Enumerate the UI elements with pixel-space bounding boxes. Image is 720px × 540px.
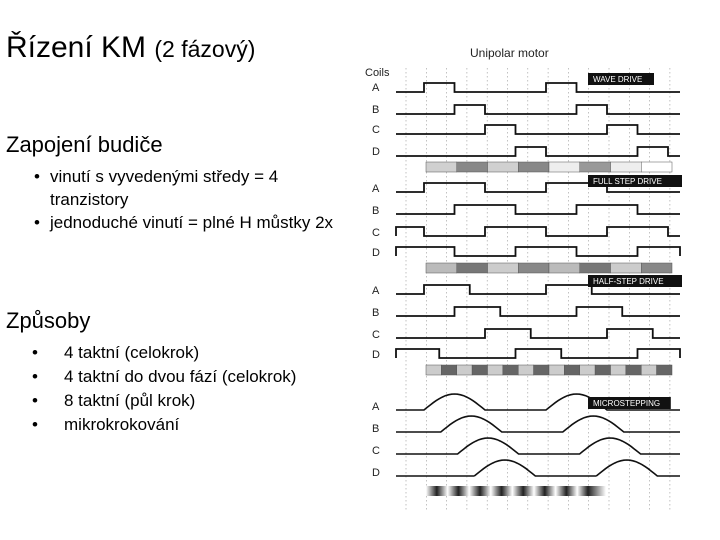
mode-label: WAVE DRIVE [593, 75, 642, 84]
step-cell [548, 364, 565, 376]
stepper-drive-waveform-diagram: Unipolar motor Coils WAVE DRIVE FULL STEP… [365, 46, 682, 510]
list-item: jednoduché vinutí = plné H můstky 2x [28, 211, 348, 234]
list-item: 8 taktní (půl krok) [30, 389, 360, 412]
step-cell [656, 364, 673, 376]
coil-waveform [396, 459, 680, 477]
coil-waveform [395, 246, 681, 257]
coil-waveform [396, 82, 680, 93]
coil-waveform [395, 348, 681, 359]
step-cell [610, 262, 642, 274]
waveforms [395, 82, 681, 477]
step-cell [625, 364, 642, 376]
coil-letter: C [372, 329, 380, 341]
step-cell [487, 364, 504, 376]
coil-waveform [396, 182, 680, 193]
list-item: vinutí s vyvedenými středy = 4 tranzisto… [28, 165, 348, 211]
step-cell [564, 364, 580, 376]
coil-letter: B [372, 104, 379, 116]
step-cell [487, 161, 519, 173]
coil-waveform [396, 204, 680, 215]
coil-letter: A [372, 285, 380, 297]
diagram-title: Unipolar motor [470, 46, 549, 60]
methods-list: 4 taktní (celokrok) 4 taktní do dvou fáz… [30, 341, 360, 437]
coil-letter: B [372, 423, 379, 435]
step-cell [641, 364, 657, 376]
step-cell [548, 161, 580, 173]
step-cell [548, 262, 580, 274]
step-cell [518, 262, 550, 274]
step-cell [518, 161, 550, 173]
coil-waveform [396, 328, 680, 339]
coil-letter: A [372, 82, 380, 94]
step-cell [456, 161, 488, 173]
step-cell [518, 364, 534, 376]
step-cell [425, 262, 457, 274]
coil-waveform [396, 104, 680, 115]
coil-letter: D [372, 467, 380, 479]
coils-label: Coils [365, 67, 390, 79]
step-cell [456, 364, 473, 376]
coil-waveform [396, 437, 680, 455]
mode-label-box [588, 73, 654, 85]
step-cell [594, 364, 611, 376]
coil-letter: A [372, 401, 380, 413]
mode-labels: WAVE DRIVE FULL STEP DRIVE HALF-STEP DRIVE… [588, 73, 682, 409]
coil-waveform [396, 124, 680, 135]
step-cell [425, 161, 457, 173]
coil-letter: C [372, 124, 380, 136]
coil-waveform [396, 146, 680, 157]
section-heading-methods: Způsoby [6, 308, 91, 333]
coil-letter: D [372, 247, 380, 259]
coil-letter: B [372, 307, 379, 319]
coil-waveform [396, 393, 680, 411]
step-cell [425, 364, 442, 376]
mode-label: FULL STEP DRIVE [593, 177, 662, 186]
title-main: Řízení KM [6, 31, 147, 64]
step-cell [641, 161, 673, 173]
coil-letter: D [372, 146, 380, 158]
step-cell [533, 364, 550, 376]
coil-letter: C [372, 445, 380, 457]
title-subtitle: (2 fázový) [154, 36, 256, 62]
step-cell [456, 262, 488, 274]
list-item: mikrokrokování [30, 413, 360, 436]
coil-letter: D [372, 349, 380, 361]
step-cell [579, 364, 596, 376]
mode-label-box [588, 275, 682, 287]
step-cell [502, 364, 519, 376]
coil-waveform [395, 226, 680, 237]
coil-waveform [396, 284, 680, 295]
mode-label-box [588, 397, 671, 409]
step-cell [579, 161, 611, 173]
step-cell [426, 486, 606, 496]
step-cell [610, 364, 627, 376]
coil-letter: A [372, 183, 380, 195]
step-cell [579, 262, 611, 274]
coil-letter: B [372, 205, 379, 217]
section-heading-driver-wiring: Zapojení budiče [6, 132, 163, 157]
mode-label: HALF-STEP DRIVE [593, 277, 664, 286]
time-grid [405, 68, 671, 510]
coil-waveform [396, 415, 680, 433]
driver-wiring-list: vinutí s vyvedenými středy = 4 tranzisto… [28, 165, 348, 234]
step-cell [641, 262, 673, 274]
step-cell [441, 364, 457, 376]
step-cell [487, 262, 519, 274]
mode-label-box [588, 175, 682, 187]
coil-waveform [396, 306, 680, 317]
step-indicator-bars [425, 161, 673, 496]
step-cell [610, 161, 642, 173]
list-item: 4 taktní (celokrok) [30, 341, 360, 364]
mode-label: MICROSTEPPING [593, 399, 660, 408]
slide-title: Řízení KM (2 fázový) [6, 30, 255, 67]
coil-letter: C [372, 227, 380, 239]
list-item: 4 taktní do dvou fází (celokrok) [30, 365, 360, 388]
step-cell [471, 364, 488, 376]
